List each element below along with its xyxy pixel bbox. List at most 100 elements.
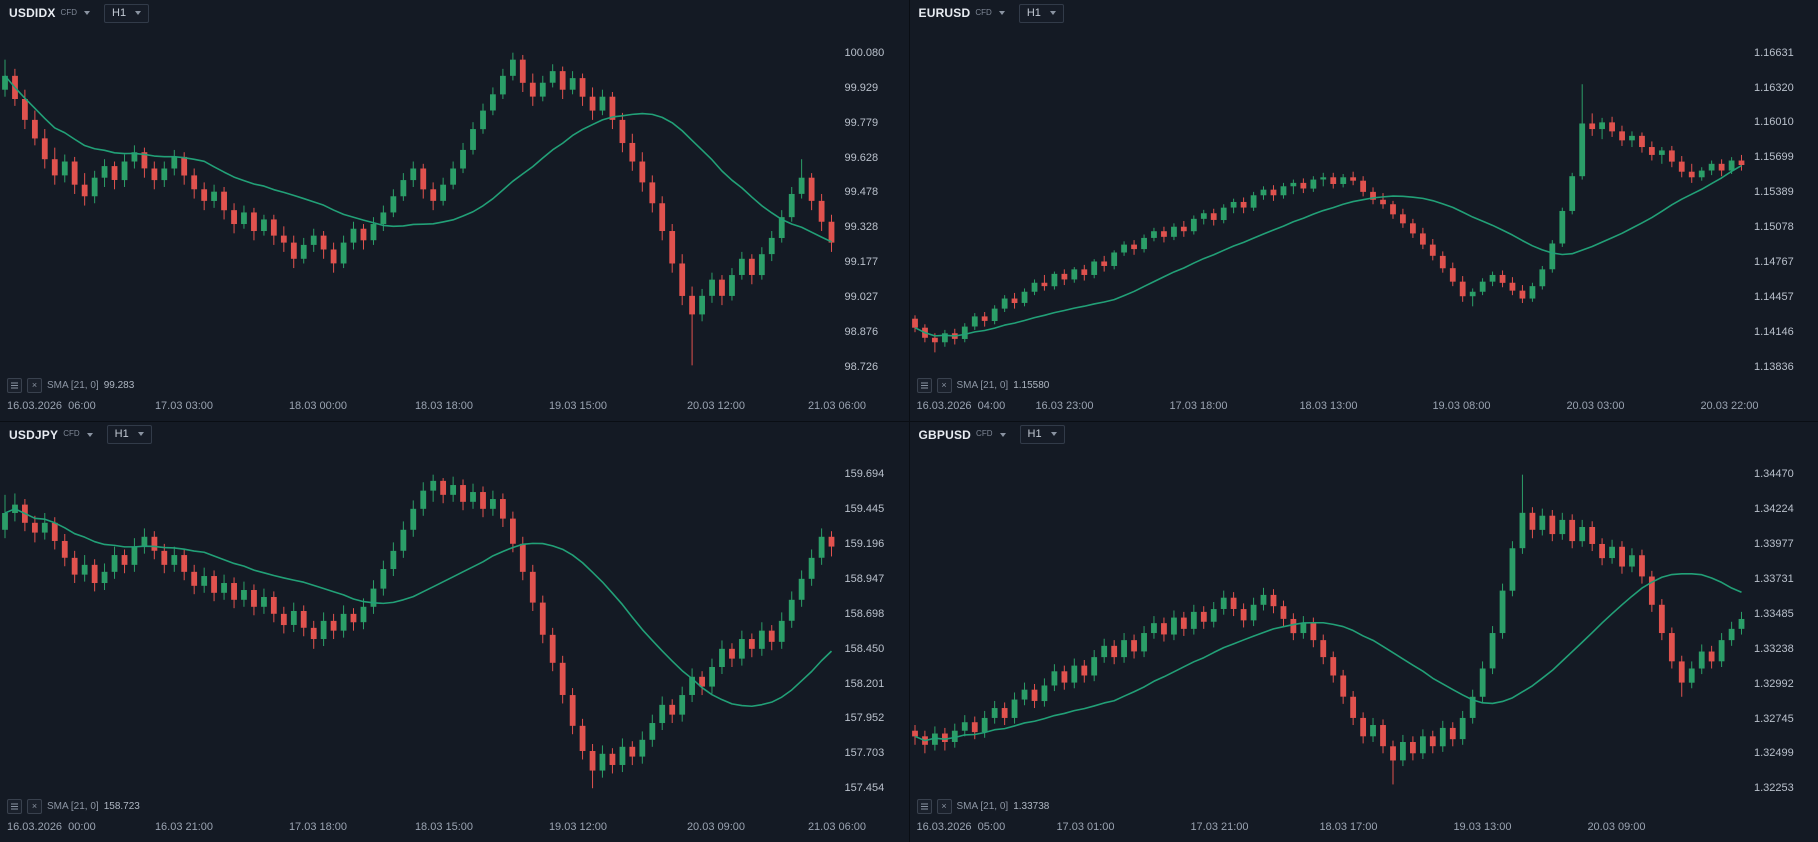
symbol-selector[interactable]: USDJPY CFD — [9, 428, 93, 442]
time-tick-label: 16.03.2026 00:00 — [7, 821, 96, 833]
time-axis[interactable]: 16.03.2026 06:00 17.03 03:00 18.03 00:00 18… — [0, 395, 909, 421]
time-tick-label: 17.03 18:00 — [288, 821, 348, 833]
time-tick-label: 16.03 23:00 — [1035, 399, 1094, 412]
indicator-remove-button[interactable]: × — [936, 377, 952, 393]
time-axis[interactable]: 16.03.2026 00:00 16.03 21:00 17.03 18:00 18… — [0, 816, 909, 842]
price-tick-label: 158.698 — [844, 607, 885, 620]
chart-canvas — [2, 52, 835, 366]
chart-canvas — [911, 474, 1744, 784]
price-tick-label: 1.15389 — [1754, 186, 1794, 199]
price-tick-label: 158.947 — [844, 572, 885, 585]
symbol-selector[interactable]: GBPUSD CFD — [919, 428, 1006, 442]
indicator-settings-button[interactable] — [7, 377, 22, 393]
indicator-legend: × SMA [21, 0] 158.723 — [7, 799, 140, 814]
chevron-down-icon — [998, 11, 1005, 15]
timeframe-label: H1 — [112, 6, 127, 19]
price-axis[interactable]: 1.34470 1.34224 1.33977 1.33731 1.33485 1.332… — [1746, 448, 1818, 817]
symbol-name: GBPUSD — [918, 427, 972, 442]
time-tick-label: 20.03 22:00 — [1700, 399, 1759, 412]
price-tick-label: 158.201 — [844, 677, 885, 690]
time-tick-label: 19.03 12:00 — [548, 821, 608, 833]
timeframe-selector[interactable]: H1 — [1019, 425, 1065, 444]
chart-header: GBPUSD CFD H1 — [910, 422, 1818, 448]
time-tick-label: 18.03 13:00 — [1299, 399, 1358, 412]
time-tick-label: 21.03 06:00 — [807, 399, 867, 412]
time-axis[interactable]: 16.03.2026 04:00 16.03 23:00 17.03 18:00 18… — [910, 395, 1818, 421]
timeframe-selector[interactable]: H1 — [1018, 3, 1064, 23]
indicator-name: SMA [21, 0] — [47, 379, 99, 391]
timeframe-label: H1 — [114, 428, 129, 440]
candlestick-chart[interactable]: × SMA [21, 0] 99.283 — [0, 26, 837, 395]
sliders-icon — [11, 806, 18, 807]
chevron-down-icon — [999, 432, 1006, 437]
price-tick-label: 1.32499 — [1754, 747, 1794, 760]
time-tick-label: 16.03.2026 04:00 — [916, 399, 1006, 412]
time-axis[interactable]: 16.03.2026 05:00 17.03 01:00 17.03 21:00 18… — [910, 816, 1818, 842]
price-tick-label: 1.33977 — [1754, 538, 1794, 551]
indicator-remove-button[interactable]: × — [27, 799, 42, 814]
price-tick-label: 99.779 — [844, 116, 879, 129]
chevron-down-icon — [135, 10, 142, 15]
indicator-remove-button[interactable]: × — [936, 799, 952, 814]
sliders-icon — [920, 384, 928, 386]
price-tick-label: 159.694 — [844, 468, 885, 481]
instrument-type-badge: CFD — [975, 7, 992, 17]
indicator-settings-button[interactable] — [916, 377, 932, 393]
chevron-down-icon — [86, 432, 93, 437]
candlestick-chart[interactable]: × SMA [21, 0] 158.723 — [0, 448, 837, 817]
indicator-value: 1.33738 — [1013, 801, 1050, 812]
chart-canvas — [911, 84, 1744, 353]
price-tick-label: 99.478 — [844, 186, 879, 199]
indicator-legend: × SMA [21, 0] 1.15580 — [916, 377, 1050, 393]
candlestick-chart[interactable]: × SMA [21, 0] 1.15580 — [910, 26, 1747, 395]
price-tick-label: 1.16631 — [1754, 46, 1794, 59]
timeframe-label: H1 — [1027, 428, 1042, 440]
timeframe-selector[interactable]: H1 — [104, 3, 150, 23]
indicator-settings-button[interactable] — [7, 799, 22, 814]
timeframe-label: H1 — [1026, 6, 1041, 19]
price-tick-label: 1.33731 — [1754, 572, 1794, 585]
price-axis[interactable]: 100.080 99.929 99.779 99.628 99.478 99.328 99.… — [837, 26, 909, 395]
indicator-value: 99.283 — [103, 379, 135, 391]
indicator-value: 158.723 — [103, 801, 140, 812]
sliders-icon — [920, 806, 928, 807]
time-tick-label: 16.03.2026 05:00 — [916, 821, 1006, 833]
time-tick-label: 20.03 09:00 — [686, 821, 746, 833]
chart-panel-eurusd: EURUSD CFD H1 × SMA [21, 0] 1.15580 1.16… — [909, 0, 1818, 421]
instrument-type-badge: CFD — [976, 429, 993, 438]
price-tick-label: 1.32253 — [1754, 782, 1794, 795]
price-tick-label: 99.177 — [844, 256, 879, 269]
price-tick-label: 1.32745 — [1754, 712, 1794, 725]
instrument-type-badge: CFD — [60, 7, 77, 17]
indicator-remove-button[interactable]: × — [27, 377, 42, 393]
indicator-legend: × SMA [21, 0] 1.33738 — [916, 799, 1050, 814]
time-tick-label: 18.03 18:00 — [414, 399, 474, 412]
time-tick-label: 18.03 15:00 — [414, 821, 474, 833]
symbol-name: USDJPY — [9, 427, 59, 442]
price-tick-label: 99.328 — [844, 221, 879, 234]
price-tick-label: 1.15699 — [1754, 151, 1794, 164]
price-tick-label: 159.196 — [844, 538, 885, 550]
symbol-selector[interactable]: USDIDX CFD — [9, 6, 90, 20]
instrument-type-badge: CFD — [63, 429, 80, 438]
price-tick-label: 1.13836 — [1754, 360, 1794, 373]
time-tick-label: 21.03 06:00 — [807, 821, 867, 833]
chart-panel-usdjpy: USDJPY CFD H1 × SMA [21, 0] 158.723 159.… — [0, 421, 909, 842]
chart-canvas — [2, 474, 835, 788]
candlestick-chart[interactable]: × SMA [21, 0] 1.33738 — [910, 448, 1747, 817]
price-tick-label: 1.16320 — [1754, 81, 1794, 94]
time-tick-label: 19.03 08:00 — [1432, 399, 1491, 412]
price-tick-label: 157.952 — [844, 712, 885, 725]
indicator-settings-button[interactable] — [916, 799, 932, 814]
symbol-selector[interactable]: EURUSD CFD — [919, 6, 1005, 20]
indicator-value: 1.15580 — [1013, 379, 1050, 391]
time-tick-label: 20.03 03:00 — [1566, 399, 1625, 412]
time-tick-label: 19.03 13:00 — [1453, 821, 1512, 833]
price-tick-label: 1.14146 — [1754, 325, 1794, 338]
price-axis[interactable]: 159.694 159.445 159.196 158.947 158.698 158.4… — [837, 448, 909, 817]
timeframe-selector[interactable]: H1 — [106, 425, 152, 444]
price-tick-label: 1.14767 — [1754, 256, 1794, 269]
price-axis[interactable]: 1.16631 1.16320 1.16010 1.15699 1.15389 1.150… — [1746, 26, 1818, 395]
price-tick-label: 1.33485 — [1754, 607, 1794, 620]
